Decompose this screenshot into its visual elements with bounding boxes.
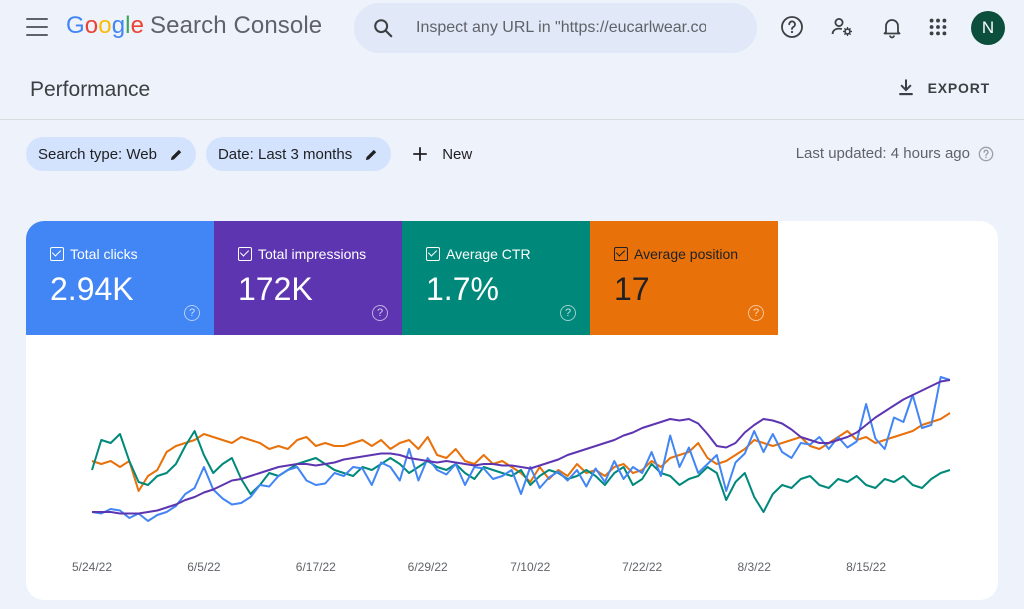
checkbox-checked-icon[interactable]: [614, 247, 628, 261]
product-name: Search Console: [150, 12, 323, 39]
export-button[interactable]: EXPORT: [896, 78, 990, 98]
performance-card: Total clicks 2.94K ? Total impressions 1…: [26, 221, 998, 600]
help-icon[interactable]: ?: [372, 305, 388, 321]
series-line-average-ctr: [91, 430, 951, 513]
performance-line-chart: 5/24/22 6/5/22 6/17/22 6/29/22 7/10/22 7/22/2…: [72, 376, 951, 574]
help-icon[interactable]: ?: [748, 305, 764, 321]
last-updated-text: Last updated: 4 hours ago: [795, 145, 970, 162]
series-line-total-impressions: [92, 379, 951, 515]
new-filter-button[interactable]: New: [411, 145, 472, 163]
checkbox-checked-icon[interactable]: [238, 247, 252, 261]
download-icon: [898, 79, 913, 96]
metric-value: 172K: [238, 271, 313, 307]
series-line-total-clicks: [91, 376, 951, 522]
checkbox-checked-icon[interactable]: [50, 247, 64, 261]
help-icon[interactable]: ?: [560, 305, 576, 321]
google-wordmark: Google: [66, 12, 145, 39]
product-logo[interactable]: Google Search Console: [66, 12, 322, 40]
metric-total-impressions[interactable]: Total impressions 172K ?: [214, 221, 402, 335]
metric-value: 17: [614, 271, 650, 307]
search-input[interactable]: [416, 19, 706, 37]
search-icon: [374, 19, 393, 38]
metric-label: Average position: [634, 246, 739, 262]
metric-tabs: Total clicks 2.94K ? Total impressions 1…: [26, 221, 778, 335]
help-icon[interactable]: ?: [184, 305, 200, 321]
page-header: Performance EXPORT: [0, 60, 1024, 120]
date-filter-chip[interactable]: Date: Last 3 months: [205, 137, 392, 171]
x-tick-label: 7/10/22: [510, 560, 550, 574]
x-tick-label: 7/22/22: [622, 560, 662, 574]
last-updated: Last updated: 4 hours ago: [796, 145, 994, 162]
new-filter-label: New: [442, 145, 473, 163]
x-tick-label: 8/3/22: [738, 560, 772, 574]
date-filter-label: Date: Last 3 months: [217, 145, 353, 163]
edit-pencil-icon: [366, 149, 377, 160]
x-tick-label: 6/17/22: [296, 560, 336, 574]
x-tick-label: 6/5/22: [187, 560, 221, 574]
metric-label: Total impressions: [258, 246, 367, 262]
checkbox-checked-icon[interactable]: [426, 247, 440, 261]
filter-bar: Search type: Web Date: Last 3 months New: [26, 137, 472, 171]
top-bar: Google Search Console: [0, 0, 1024, 58]
metric-label: Average CTR: [446, 246, 531, 262]
help-icon[interactable]: [978, 146, 994, 162]
manage-users-icon[interactable]: [829, 14, 855, 40]
plus-icon: [413, 147, 427, 161]
hamburger-menu-icon[interactable]: [26, 17, 48, 37]
url-inspection-search[interactable]: [354, 3, 757, 53]
metric-average-ctr[interactable]: Average CTR 1.7% ?: [402, 221, 590, 335]
export-label: EXPORT: [927, 80, 990, 96]
metric-value: 2.94K: [50, 271, 134, 307]
metric-value: 1.7%: [426, 271, 499, 307]
account-avatar[interactable]: N: [971, 11, 1005, 45]
help-icon[interactable]: [779, 14, 805, 40]
search-type-label: Search type: Web: [38, 145, 157, 163]
x-tick-label: 6/29/22: [408, 560, 448, 574]
metric-total-clicks[interactable]: Total clicks 2.94K ?: [26, 221, 214, 335]
x-tick-label: 5/24/22: [72, 560, 112, 574]
notifications-icon[interactable]: [879, 14, 905, 40]
search-type-filter-chip[interactable]: Search type: Web: [26, 137, 196, 171]
edit-pencil-icon: [170, 149, 182, 160]
metric-label: Total clicks: [70, 246, 138, 262]
x-tick-label: 8/15/22: [846, 560, 886, 574]
page-title: Performance: [30, 78, 151, 101]
series-line-average-position: [91, 412, 951, 492]
apps-grid-icon[interactable]: [925, 14, 951, 40]
metric-average-position[interactable]: Average position 17 ?: [590, 221, 778, 335]
